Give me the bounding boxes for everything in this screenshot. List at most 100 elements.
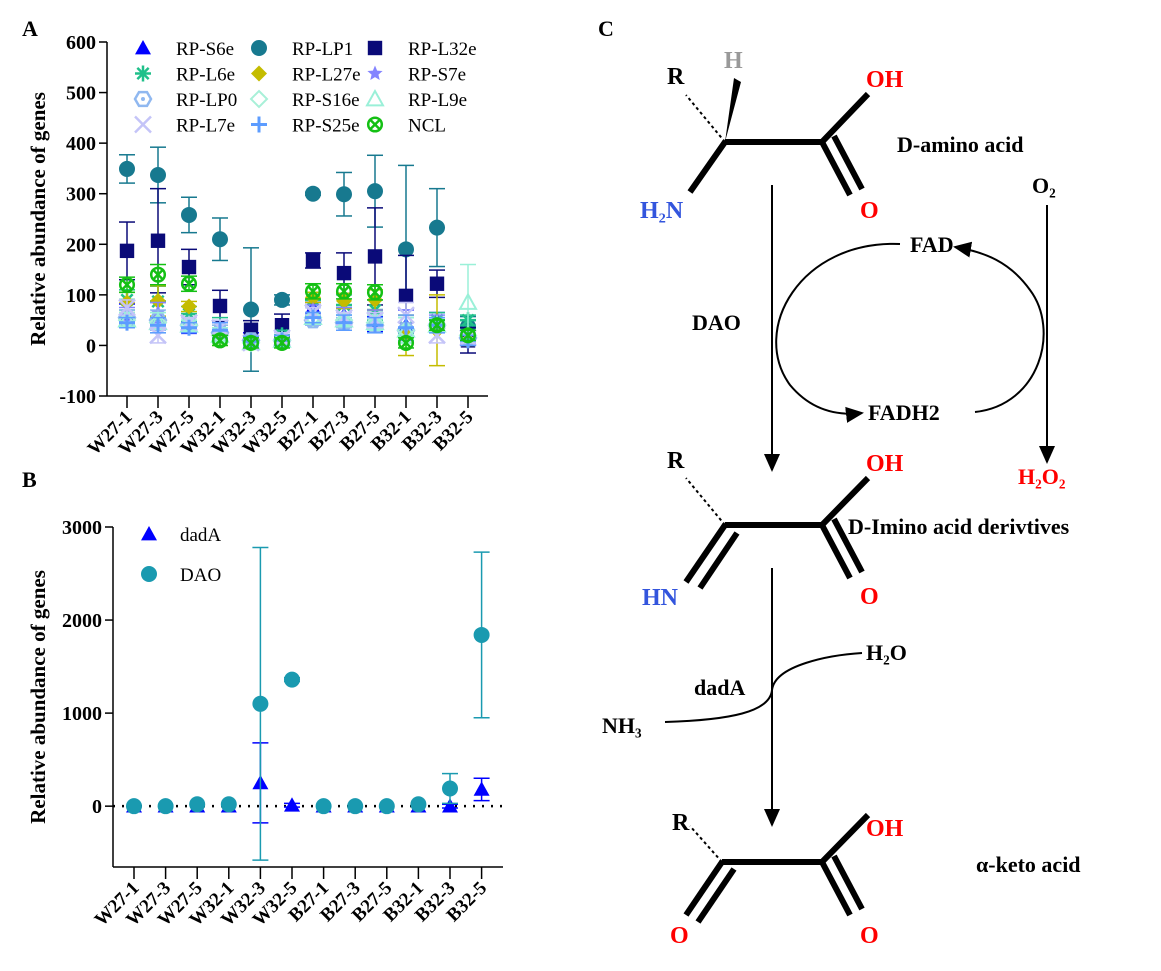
data-point-stroke xyxy=(462,330,474,341)
data-point xyxy=(150,292,166,309)
legend-marker xyxy=(251,65,267,82)
data-point xyxy=(252,695,269,712)
data-point xyxy=(442,780,458,797)
series-rp-l32e xyxy=(119,187,476,354)
mol1-oh: OH xyxy=(866,67,904,93)
series-rp-l6e xyxy=(119,285,476,349)
legend-marker xyxy=(135,65,151,82)
legend-label: RP-L9e xyxy=(408,90,467,111)
series-rp-l7e xyxy=(118,298,477,352)
data-point xyxy=(378,798,395,815)
data-point xyxy=(367,183,383,200)
data-point xyxy=(366,284,384,301)
data-point xyxy=(150,167,166,184)
y-tick-label: 100 xyxy=(66,285,96,307)
legend-marker xyxy=(367,65,383,80)
data-point xyxy=(398,319,414,336)
legend-label: RP-L6e xyxy=(176,65,235,86)
data-point xyxy=(212,231,228,248)
data-point xyxy=(150,317,166,334)
mol1-o: O xyxy=(860,198,879,224)
legend-marker xyxy=(133,90,153,108)
data-point xyxy=(157,798,174,815)
series-rp-l9e xyxy=(117,263,478,351)
data-point xyxy=(336,265,352,281)
data-point xyxy=(149,266,167,283)
panel-label-b: B xyxy=(22,467,37,492)
data-point-ring xyxy=(180,275,198,292)
y-tick-label: 0 xyxy=(92,796,102,818)
y-tick-label: -100 xyxy=(59,386,96,408)
data-point-ring xyxy=(335,283,353,300)
data-point xyxy=(119,160,135,177)
legend-label: NCL xyxy=(408,116,446,137)
data-point-ring xyxy=(118,276,136,293)
series-rp-s16e xyxy=(117,308,478,353)
legend-label: RP-L32e xyxy=(408,39,477,60)
molecule-d-amino-acid: R H OH H₂N O D-amino acid xyxy=(640,48,1024,224)
data-point-stroke xyxy=(307,286,319,297)
mol3-o2: O xyxy=(860,923,879,949)
data-point-stroke xyxy=(245,337,257,349)
legend-marker xyxy=(251,40,267,56)
data-point xyxy=(473,626,490,643)
data-point-stroke xyxy=(431,319,443,331)
data-point-ring xyxy=(211,332,229,349)
legend-marker-stroke xyxy=(136,66,150,81)
data-point-ring xyxy=(366,284,384,301)
data-point-ring xyxy=(428,317,446,334)
data-point xyxy=(398,241,414,258)
mol3-r: R xyxy=(672,810,690,836)
data-point xyxy=(220,796,237,813)
series-rp-lp1 xyxy=(119,146,476,372)
data-point-ring xyxy=(273,334,291,351)
fad-to-fadh2-arrow xyxy=(775,242,901,423)
mol2-oh: OH xyxy=(866,451,904,477)
mol2-name: D-Imino acid derivtives xyxy=(848,514,1070,539)
molecule-alpha-keto-acid: R OH O O α-keto acid xyxy=(670,810,1081,949)
mol1-r: R xyxy=(667,64,685,90)
data-point xyxy=(181,319,197,336)
data-point xyxy=(274,318,290,333)
legend-marker xyxy=(365,88,385,107)
data-point xyxy=(181,298,197,315)
y-tick-label: 300 xyxy=(66,184,96,206)
data-point xyxy=(305,253,321,268)
data-point xyxy=(336,186,352,203)
data-point xyxy=(304,283,322,300)
legend-label: RP-LP0 xyxy=(176,90,237,111)
series-rp-s7e xyxy=(119,301,476,347)
data-point xyxy=(315,798,332,815)
data-point xyxy=(335,283,353,300)
h2o2-label: H₂O₂ xyxy=(1018,464,1066,489)
data-point xyxy=(284,797,300,812)
data-point-stroke xyxy=(118,298,136,317)
data-point xyxy=(273,334,291,351)
data-point xyxy=(119,243,135,259)
fad-label: FAD xyxy=(910,232,954,257)
data-point-stroke xyxy=(121,279,133,291)
chart-b: 0 1000 2000 3000 Relative abundance of genes… xyxy=(26,517,503,931)
data-point xyxy=(211,332,229,349)
legend-marker xyxy=(249,89,269,109)
y-tick-label: 200 xyxy=(66,234,96,256)
data-point xyxy=(284,671,300,688)
data-point-stroke xyxy=(276,337,288,349)
data-point xyxy=(367,317,383,334)
dao-label: DAO xyxy=(692,310,741,335)
data-point-ring xyxy=(304,283,322,300)
data-point xyxy=(367,249,383,264)
series-rp-s6e xyxy=(119,299,476,349)
data-point xyxy=(347,798,364,815)
data-point xyxy=(150,233,166,248)
legend-label: RP-S7e xyxy=(408,65,466,86)
data-point xyxy=(119,314,135,331)
data-point xyxy=(126,798,142,815)
data-point xyxy=(181,259,197,275)
legend-marker-dot xyxy=(141,97,145,101)
data-point-stroke xyxy=(214,335,226,346)
data-point xyxy=(458,292,478,310)
series-dada xyxy=(126,742,490,824)
legend-label: dadA xyxy=(180,525,221,546)
